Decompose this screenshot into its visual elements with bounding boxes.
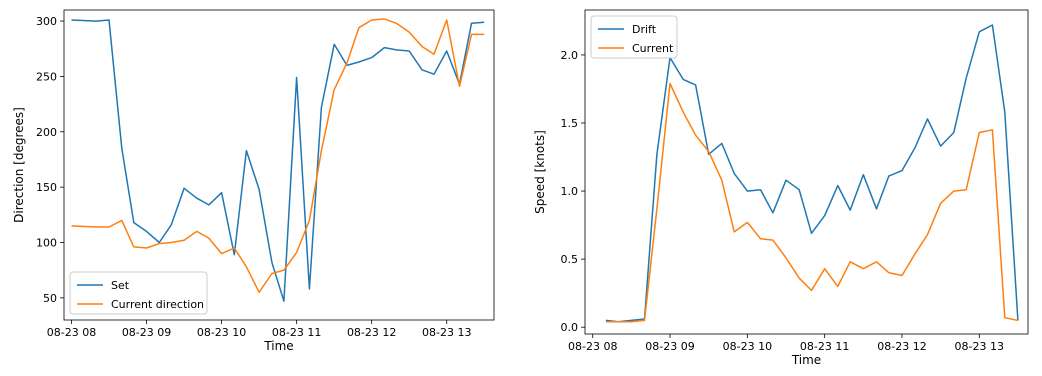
x-tick-label: 08-23 13	[422, 326, 471, 339]
y-tick-label: 150	[36, 181, 57, 194]
legend-label: Set	[111, 279, 130, 292]
x-tick-label: 08-23 08	[568, 340, 617, 353]
x-tick-label: 08-23 08	[47, 326, 96, 339]
legend-box	[69, 271, 208, 315]
x-axis-label: Time	[263, 339, 293, 353]
direction-chart: 08-23 08 08-23 09 08-23 10 08-23 11 08-23 12…	[12, 9, 495, 353]
y-tick-label: 1.5	[561, 117, 579, 130]
x-tick-label: 08-23 12	[347, 326, 396, 339]
plot-frame	[584, 9, 1029, 335]
legend: Set Current direction	[69, 271, 208, 315]
y-axis-label: Direction [degrees]	[12, 107, 26, 223]
x-tick-label: 08-23 09	[122, 326, 171, 339]
series-line-set	[71, 19, 485, 302]
series-line-drift	[605, 24, 1019, 323]
legend: Drift Current	[590, 15, 678, 59]
x-tick-label: 08-23 10	[197, 326, 246, 339]
legend-label: Current	[632, 42, 674, 55]
legend-label: Drift	[632, 23, 657, 36]
series-line-current-direction	[71, 18, 485, 294]
y-tick-label: 1.0	[561, 185, 579, 198]
plot-frame	[63, 9, 495, 321]
y-tick-label: 0.0	[561, 321, 579, 334]
y-tick-label: 300	[36, 15, 57, 28]
y-tick-label: 100	[36, 237, 57, 250]
y-tick-label: 200	[36, 126, 57, 139]
speed-chart: 08-23 08 08-23 09 08-23 10 08-23 11 08-23 12…	[533, 9, 1029, 367]
y-tick-label: 250	[36, 70, 57, 83]
y-tick-label: 50	[43, 292, 57, 305]
x-tick-label: 08-23 09	[645, 340, 694, 353]
x-tick-label: 08-23 10	[723, 340, 772, 353]
y-tick-label: 2.0	[561, 49, 579, 62]
x-tick-label: 08-23 11	[800, 340, 849, 353]
legend-label: Current direction	[111, 298, 204, 311]
x-tick-label: 08-23 11	[272, 326, 321, 339]
y-tick-label: 0.5	[561, 253, 579, 266]
series-line-current	[605, 82, 1019, 323]
y-axis-label: Speed [knots]	[533, 130, 547, 214]
x-axis-label: Time	[791, 353, 821, 367]
x-tick-label: 08-23 12	[877, 340, 926, 353]
x-tick-label: 08-23 13	[955, 340, 1004, 353]
